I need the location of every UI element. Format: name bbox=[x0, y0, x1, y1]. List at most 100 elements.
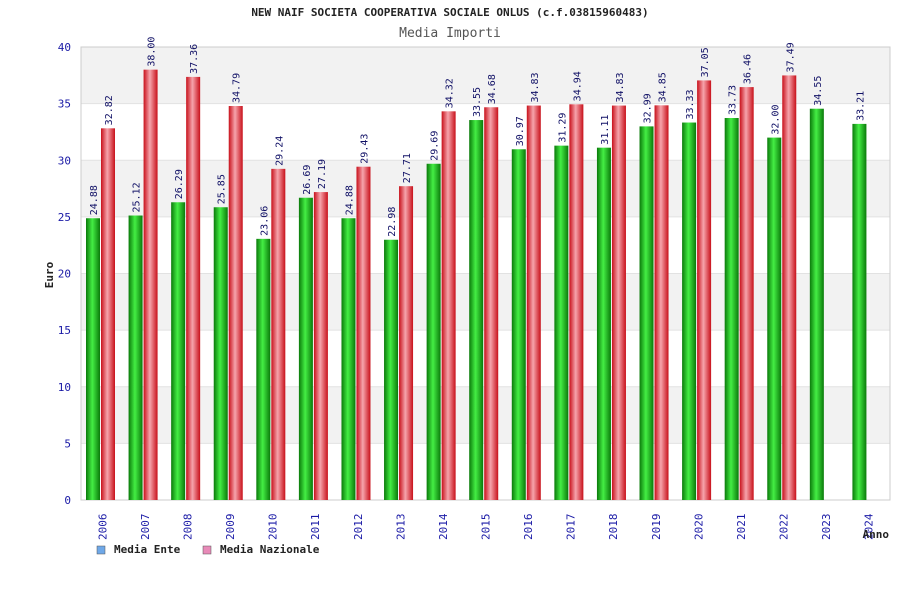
x-tick-label: 2015 bbox=[480, 514, 493, 541]
y-axis-ticks: 0 5 10 15 20 25 30 35 40 bbox=[58, 41, 71, 507]
data-label: 29.69 bbox=[430, 131, 441, 161]
bar-media-nazionale bbox=[356, 166, 371, 500]
data-label: 25.12 bbox=[132, 182, 143, 212]
bar-media-ente bbox=[426, 163, 441, 501]
data-label: 33.33 bbox=[685, 89, 696, 119]
data-label: 34.83 bbox=[530, 72, 541, 102]
data-labels-group: 24.88 32.82 25.12 38.00 26.29 37.36 25.85 34.79… bbox=[89, 37, 866, 237]
data-label: 34.85 bbox=[658, 72, 669, 102]
x-tick-label: 2023 bbox=[820, 514, 833, 541]
x-tick-label: 2019 bbox=[650, 514, 663, 541]
x-axis-label: Anno bbox=[863, 528, 890, 541]
bar-media-nazionale bbox=[271, 168, 286, 500]
data-label: 29.24 bbox=[274, 136, 285, 166]
data-label: 24.88 bbox=[344, 185, 355, 215]
x-tick-label: 2011 bbox=[309, 514, 322, 541]
bar-media-nazionale bbox=[101, 128, 115, 500]
bar-media-ente bbox=[767, 137, 782, 500]
data-label: 34.32 bbox=[445, 78, 456, 108]
legend-label-media-ente: Media Ente bbox=[114, 543, 181, 556]
chart-subtitle: Media Importi bbox=[399, 26, 501, 41]
x-tick-label: 2022 bbox=[778, 514, 791, 541]
data-label: 37.49 bbox=[785, 42, 796, 72]
data-label: 37.05 bbox=[700, 47, 711, 77]
bar-media-nazionale bbox=[739, 87, 754, 500]
bar-media-ente bbox=[554, 145, 569, 500]
bar-media-ente bbox=[852, 123, 867, 500]
bar-media-nazionale bbox=[399, 186, 414, 500]
legend-swatch-media-ente bbox=[96, 545, 106, 555]
data-label: 33.55 bbox=[472, 87, 483, 117]
x-tick-label: 2018 bbox=[607, 514, 620, 541]
data-label: 32.00 bbox=[770, 104, 781, 134]
bar-media-nazionale bbox=[441, 111, 456, 501]
x-tick-label: 2006 bbox=[96, 514, 109, 541]
bar-media-ente bbox=[171, 202, 186, 500]
legend-swatch-media-nazionale bbox=[202, 545, 212, 555]
y-tick-label: 20 bbox=[58, 268, 71, 281]
bar-media-ente bbox=[596, 147, 611, 500]
data-label: 30.97 bbox=[515, 116, 526, 146]
x-tick-label: 2020 bbox=[692, 514, 705, 541]
bar-media-nazionale bbox=[186, 76, 201, 500]
x-tick-label: 2008 bbox=[181, 514, 194, 541]
data-label: 23.06 bbox=[259, 206, 270, 236]
data-label: 34.94 bbox=[572, 71, 583, 101]
data-label: 29.43 bbox=[359, 134, 370, 164]
data-label: 27.71 bbox=[402, 153, 413, 183]
bar-media-ente bbox=[298, 197, 313, 500]
bars-group bbox=[86, 69, 867, 501]
bar-media-ente bbox=[213, 207, 228, 500]
bar-media-ente bbox=[682, 122, 697, 500]
x-tick-label: 2009 bbox=[224, 514, 237, 541]
x-tick-label: 2016 bbox=[522, 514, 535, 541]
bar-media-ente bbox=[809, 108, 824, 500]
y-tick-label: 0 bbox=[64, 494, 71, 507]
data-label: 33.73 bbox=[728, 85, 739, 115]
bar-media-nazionale bbox=[569, 104, 584, 500]
x-tick-label: 2013 bbox=[394, 514, 407, 541]
chart-legend: Media Ente Media Nazionale bbox=[96, 543, 320, 556]
data-label: 26.29 bbox=[174, 169, 185, 199]
bar-media-ente bbox=[86, 218, 100, 500]
bar-media-nazionale bbox=[484, 107, 499, 501]
data-label: 32.99 bbox=[643, 93, 654, 123]
y-axis-label: Euro bbox=[43, 261, 56, 288]
grid-band bbox=[81, 47, 890, 104]
bar-media-ente bbox=[341, 218, 356, 500]
bar-media-ente bbox=[511, 149, 526, 500]
x-tick-label: 2024 bbox=[863, 513, 876, 540]
data-label: 33.21 bbox=[855, 91, 866, 121]
bar-media-nazionale bbox=[313, 192, 328, 501]
y-tick-label: 40 bbox=[58, 41, 71, 54]
legend-label-media-nazionale: Media Nazionale bbox=[220, 543, 320, 556]
x-tick-label: 2021 bbox=[735, 514, 748, 541]
bar-media-nazionale bbox=[228, 106, 243, 501]
y-tick-label: 35 bbox=[58, 98, 71, 111]
y-tick-label: 30 bbox=[58, 154, 71, 167]
bar-media-ente bbox=[384, 239, 399, 500]
bar-media-ente bbox=[724, 118, 739, 500]
x-tick-label: 2017 bbox=[565, 514, 578, 541]
x-tick-label: 2014 bbox=[437, 513, 450, 540]
bar-media-nazionale bbox=[697, 80, 712, 500]
data-label: 34.79 bbox=[232, 73, 243, 103]
data-label: 22.98 bbox=[387, 207, 398, 237]
data-label: 34.68 bbox=[487, 74, 498, 104]
bar-media-ente bbox=[469, 120, 484, 500]
bar-media-ente bbox=[639, 126, 654, 501]
data-label: 31.29 bbox=[557, 113, 568, 143]
x-tick-label: 2012 bbox=[352, 514, 365, 541]
bar-media-ente bbox=[128, 215, 143, 501]
bar-media-nazionale bbox=[782, 75, 797, 500]
bar-media-nazionale bbox=[654, 105, 669, 500]
bar-media-nazionale bbox=[526, 105, 541, 501]
x-axis-ticks: 2006 2007 2008 2009 2010 2011 2012 2013 2014 2015… bbox=[96, 513, 875, 540]
y-tick-label: 25 bbox=[58, 211, 71, 224]
data-label: 32.82 bbox=[104, 95, 115, 125]
data-label: 31.11 bbox=[600, 115, 611, 145]
bar-media-nazionale bbox=[143, 69, 158, 501]
bar-media-nazionale bbox=[611, 105, 626, 501]
